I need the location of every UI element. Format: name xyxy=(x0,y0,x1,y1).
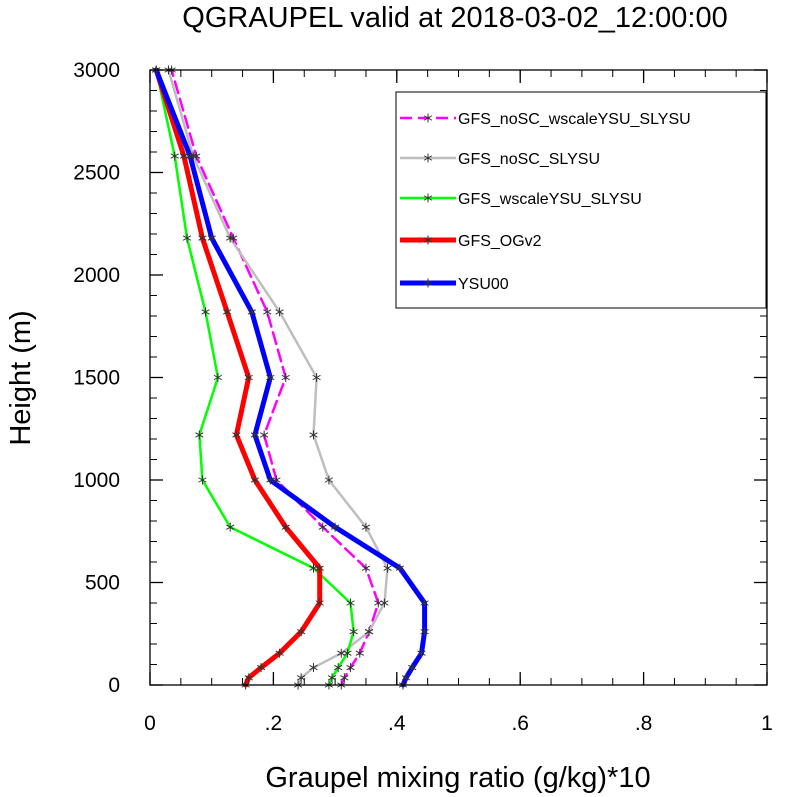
data-point xyxy=(222,307,232,317)
x-tick-label: .2 xyxy=(265,712,283,735)
data-point xyxy=(343,648,352,658)
x-tick-label: .4 xyxy=(388,712,406,735)
data-point xyxy=(213,373,223,382)
data-point xyxy=(327,673,337,683)
chart-title: QGRAUPEL valid at 2018-03-02_12:00:00 xyxy=(182,2,727,34)
y-tick-label: 2500 xyxy=(73,162,120,185)
data-point xyxy=(275,307,284,317)
y-axis-label: Height (m) xyxy=(5,310,37,445)
data-point xyxy=(318,522,327,532)
legend-marker xyxy=(423,113,433,123)
data-point xyxy=(408,663,417,673)
legend-marker xyxy=(423,235,433,245)
data-point xyxy=(364,627,374,637)
data-point xyxy=(198,475,207,485)
plot-area xyxy=(152,65,429,690)
data-point xyxy=(315,598,324,608)
y-tick-label: 500 xyxy=(85,572,120,595)
data-point xyxy=(244,673,253,683)
x-tick-label: 0 xyxy=(144,712,156,735)
y-tick-label: 0 xyxy=(108,674,120,697)
data-point xyxy=(275,648,284,658)
data-point xyxy=(420,598,429,608)
data-point xyxy=(266,475,275,485)
data-point xyxy=(297,627,306,637)
legend-label: GFS_noSC_wscaleYSU_SLYSU xyxy=(458,111,691,128)
legend: GFS_noSC_wscaleYSU_SLYSU GFS_noSC_SLYSU GF… xyxy=(395,91,767,309)
data-point xyxy=(346,663,355,673)
y-tick-label: 1000 xyxy=(73,469,120,492)
data-point xyxy=(324,475,334,485)
data-point xyxy=(374,598,383,608)
data-point xyxy=(334,663,343,673)
legend-marker xyxy=(423,153,433,163)
legend-box xyxy=(395,91,767,309)
data-point xyxy=(281,522,290,532)
data-point xyxy=(395,563,405,573)
x-tick-label: .8 xyxy=(635,712,653,735)
data-point xyxy=(281,373,290,382)
data-point xyxy=(297,673,306,683)
data-point xyxy=(346,598,355,608)
legend-label: GFS_noSC_SLYSU xyxy=(458,151,600,168)
data-point xyxy=(250,475,260,485)
data-point xyxy=(207,233,216,243)
series-line xyxy=(170,68,380,687)
series-line xyxy=(153,67,323,688)
data-point xyxy=(182,233,192,243)
x-axis-label: Graupel mixing ratio (g/kg)*10 xyxy=(265,762,650,794)
data-point xyxy=(340,673,349,683)
plot-frame xyxy=(149,69,768,686)
data-point xyxy=(250,430,260,440)
data-point xyxy=(226,233,235,243)
data-point xyxy=(312,373,321,382)
y-tick-label: 1500 xyxy=(73,367,120,390)
legend-label: GFS_wscaleYSU_SLYSU xyxy=(458,191,642,208)
data-point xyxy=(309,663,318,673)
x-tick-label: 1 xyxy=(761,712,773,735)
data-point xyxy=(244,373,253,382)
x-tick-label: .6 xyxy=(511,712,529,735)
data-point xyxy=(185,151,195,161)
data-point xyxy=(247,307,256,317)
data-point xyxy=(349,627,358,637)
data-point xyxy=(361,563,371,573)
series-line xyxy=(167,68,389,687)
data-point xyxy=(380,598,389,608)
data-point xyxy=(266,373,275,382)
data-point xyxy=(201,307,210,317)
y-tick-label: 3000 xyxy=(73,59,120,82)
data-point xyxy=(195,430,204,440)
data-point xyxy=(198,233,207,243)
data-point xyxy=(256,663,266,673)
data-point xyxy=(417,648,426,658)
data-point xyxy=(170,151,179,161)
legend-marker xyxy=(423,278,433,288)
data-point xyxy=(259,430,269,440)
y-tick-label: 2000 xyxy=(73,264,120,287)
data-point xyxy=(315,563,324,573)
data-point xyxy=(361,522,371,532)
data-point xyxy=(383,563,392,573)
data-point xyxy=(309,430,318,440)
data-point xyxy=(330,522,340,532)
data-point xyxy=(232,430,241,440)
data-point xyxy=(401,673,411,683)
legend-marker xyxy=(423,193,433,203)
data-point xyxy=(355,648,364,658)
data-point xyxy=(226,522,235,532)
data-point xyxy=(263,307,272,317)
data-point xyxy=(420,627,429,637)
legend-label: GFS_OGv2 xyxy=(458,233,542,250)
legend-label: YSU00 xyxy=(458,276,509,293)
